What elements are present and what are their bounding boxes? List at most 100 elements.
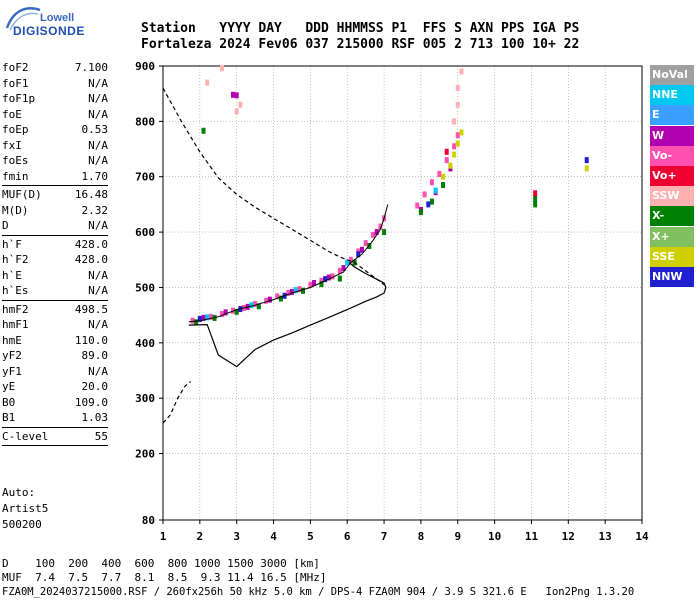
param-row: M(D) 2.32: [2, 203, 108, 219]
echo-point: [429, 198, 434, 205]
param-label: C-level: [2, 429, 49, 443]
param-row: h`F 428.0: [2, 237, 108, 253]
echo-point: [234, 308, 239, 315]
param-value: 428.0: [74, 253, 108, 266]
param-row: yF2 89.0: [2, 348, 108, 364]
echo-point: [422, 191, 427, 198]
footer-file-info: FZA0M_2024037215000.RSF / 260fx256h 50 k…: [2, 586, 635, 598]
param-value: N/A: [88, 107, 108, 121]
echo-point: [371, 231, 376, 238]
param-row: fxI N/A: [2, 138, 108, 154]
x-tick-label: 13: [599, 530, 612, 543]
param-row: hmE 110.0: [2, 333, 108, 349]
param-label: yF1: [2, 364, 22, 378]
echo-point: [455, 85, 460, 92]
param-label: hmF1: [2, 318, 29, 331]
echo-point: [459, 68, 464, 75]
y-tick-label: 500: [135, 281, 155, 294]
param-label: h`Es: [2, 284, 29, 297]
echo-point: [584, 165, 589, 172]
echo-point: [297, 286, 302, 293]
echo-point: [533, 201, 538, 208]
echo-point: [448, 162, 453, 169]
legend-item: X+: [650, 226, 694, 247]
echo-point: [301, 287, 306, 294]
param-label: hmF2: [2, 302, 29, 316]
header-fields: Station YYYY DAY DDD HHMMSS P1 FFS S AXN…: [141, 21, 580, 36]
echo-point: [455, 132, 460, 139]
param-label: foEp: [2, 123, 29, 136]
param-label: h`F2: [2, 253, 29, 266]
echo-point: [205, 79, 210, 86]
param-value: N/A: [88, 318, 108, 331]
param-value: 109.0: [74, 395, 108, 409]
param-label: h`F: [2, 237, 22, 251]
legend-item: SSW: [650, 186, 694, 207]
echo-point: [319, 277, 324, 284]
param-label: h`E: [2, 268, 22, 282]
x-tick-label: 7: [381, 530, 388, 543]
echo-point: [444, 157, 449, 164]
echo-point: [223, 309, 228, 316]
y-tick-label: 700: [135, 171, 155, 184]
echo-point: [359, 246, 364, 253]
param-value: 1.70: [81, 169, 109, 183]
param-label: hmE: [2, 333, 22, 347]
param-label: MUF(D): [2, 188, 42, 201]
echo-point: [455, 140, 460, 147]
x-tick-label: 6: [344, 530, 351, 543]
param-row: C-level 55: [2, 429, 108, 445]
echo-point: [319, 281, 324, 288]
param-value: 7.100: [74, 61, 108, 74]
echo-point: [441, 182, 446, 189]
param-label: yE: [2, 380, 16, 393]
legend-item: Vo+: [650, 165, 694, 186]
legend-item: W: [650, 125, 694, 146]
density-profile-line: [188, 262, 387, 368]
profile-extrapolation-lower: [162, 381, 191, 424]
param-separator: [2, 299, 108, 301]
param-value: N/A: [88, 154, 108, 167]
param-separator: [2, 445, 108, 446]
echo-point: [418, 209, 423, 216]
x-tick-label: 14: [635, 530, 649, 543]
footer-distance-row: D 100 200 400 600 800 1000 1500 3000 [km…: [2, 557, 320, 570]
param-label: foF1: [2, 76, 29, 90]
echo-point: [249, 302, 254, 309]
echo-point: [415, 202, 420, 209]
param-row: B1 1.03: [2, 410, 108, 426]
echo-point: [234, 108, 239, 115]
echo-point: [330, 273, 335, 280]
echo-point: [367, 242, 372, 249]
param-label: foF1p: [2, 92, 36, 105]
echo-point: [286, 290, 291, 296]
x-tick-label: 4: [270, 530, 277, 543]
legend-item: E: [650, 105, 694, 126]
param-label: fmin: [2, 169, 29, 183]
x-tick-label: 8: [418, 530, 425, 543]
param-value: 498.5: [74, 302, 108, 316]
footer-muf-row: MUF 7.4 7.5 7.7 8.1 8.5 9.3 11.4 16.5 [M…: [2, 571, 327, 584]
echo-point: [253, 301, 258, 308]
echo-point: [293, 287, 298, 294]
echo-point: [378, 223, 383, 230]
param-row: foF2 7.100: [2, 60, 108, 76]
x-tick-label: 12: [562, 530, 575, 543]
echo-point: [256, 303, 261, 310]
param-separator: [2, 426, 108, 428]
param-row: foF1p N/A: [2, 91, 108, 107]
param-value: 89.0: [81, 349, 109, 362]
logo-lowell-text: Lowell: [40, 12, 75, 24]
param-label: B0: [2, 395, 16, 409]
plot-frame: [162, 65, 643, 521]
echo-point: [374, 229, 379, 236]
param-value: 0.53: [81, 123, 109, 136]
echo-point: [219, 311, 224, 318]
echo-point: [308, 281, 313, 288]
x-tick-label: 11: [525, 530, 539, 543]
param-row: foF1 N/A: [2, 76, 108, 92]
param-value: 1.03: [81, 411, 109, 424]
param-label: B1: [2, 411, 16, 424]
legend-item: Vo-: [650, 145, 694, 166]
echo-point: [312, 280, 317, 287]
